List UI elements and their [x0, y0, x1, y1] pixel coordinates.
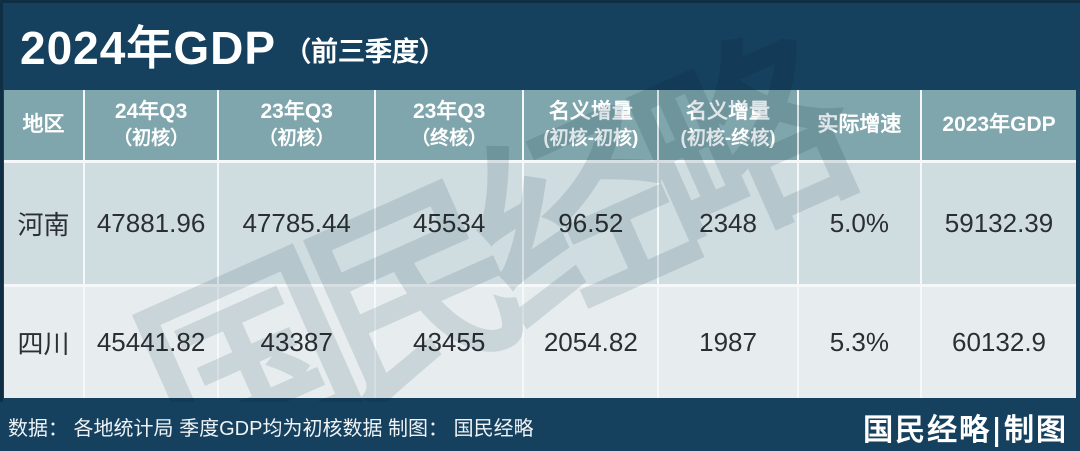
table-cell: 43455 [376, 286, 523, 398]
table-cell: 2054.82 [524, 286, 658, 398]
page-subtitle: （前三季度） [284, 36, 447, 67]
col-header-23q3-final: 23年Q3 （终核） [376, 90, 523, 160]
col-header-label: 23年Q3 [412, 100, 486, 123]
col-header-real-growth: 实际增速 [798, 90, 921, 160]
col-header-nominal-gain-initial-initial: 名义增量 (初核-初核) [524, 90, 658, 160]
col-header-label: 23年Q3 [260, 100, 333, 123]
col-header-region: 地区 [4, 90, 83, 160]
col-header-23q3-initial: 23年Q3 （初核） [219, 90, 375, 160]
col-header-label: 名义增量 [686, 100, 771, 123]
col-header-sub: (初核-终核) [680, 128, 776, 150]
table-cell: 47785.44 [219, 163, 375, 284]
table-cell: 5.3% [798, 286, 921, 398]
col-header-label: 2023年GDP [942, 113, 1056, 137]
region-cell: 四川 [4, 286, 83, 398]
table-cell: 45441.82 [84, 286, 218, 398]
table-cell: 47881.96 [84, 163, 218, 284]
col-header-sub: （终核） [411, 128, 488, 150]
table-cell: 5.0% [798, 163, 921, 284]
table-cell: 60132.9 [922, 286, 1076, 398]
table-cell: 59132.39 [922, 163, 1076, 284]
col-header-2023-gdp: 2023年GDP [922, 90, 1076, 160]
col-header-24q3-initial: 24年Q3 （初核） [84, 90, 218, 160]
table-cell: 1987 [659, 286, 797, 398]
col-header-sub: (初核-初核) [543, 128, 639, 150]
brand-logo: 国民经略|制图 [863, 412, 1068, 448]
gdp-table: 地区 24年Q3 （初核） 23年Q3 （初核） 23年Q3 （终核） 名义增量… [4, 90, 1076, 398]
title-bar: 2024年GDP （前三季度） [0, 0, 1080, 90]
page-title: 2024年GDP [20, 22, 277, 74]
region-cell: 河南 [4, 163, 83, 284]
col-header-label: 实际增速 [817, 113, 902, 137]
table-cell: 43387 [219, 286, 375, 398]
table-cell: 45534 [376, 163, 523, 284]
table-cell: 2348 [659, 163, 797, 284]
footer-source-note: 数据： 各地统计局 季度GDP均为初核数据 制图： 国民经略 [8, 418, 534, 440]
col-header-nominal-gain-initial-final: 名义增量 (初核-终核) [659, 90, 797, 160]
col-header-label: 24年Q3 [114, 100, 188, 123]
footer-bar: 数据： 各地统计局 季度GDP均为初核数据 制图： 国民经略 国民经略|制图 [0, 402, 1080, 451]
table-cell: 96.52 [524, 163, 658, 284]
col-header-label: 地区 [22, 113, 65, 137]
col-header-sub: （初核） [113, 128, 190, 150]
col-header-sub: （初核） [258, 128, 335, 150]
col-header-label: 名义增量 [548, 100, 633, 123]
